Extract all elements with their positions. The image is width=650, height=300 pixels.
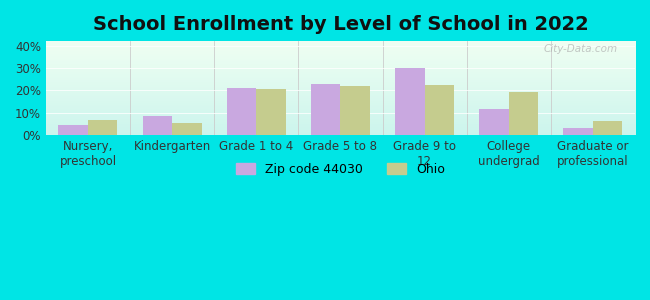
Title: School Enrollment by Level of School in 2022: School Enrollment by Level of School in … xyxy=(92,15,588,34)
Bar xyxy=(172,123,202,135)
Text: City-Data.com: City-Data.com xyxy=(543,44,618,54)
Bar xyxy=(341,86,370,135)
Bar xyxy=(88,120,118,135)
Bar xyxy=(227,88,256,135)
Bar xyxy=(509,92,538,135)
Bar xyxy=(424,85,454,135)
Bar xyxy=(142,116,172,135)
Legend: Zip code 44030, Ohio: Zip code 44030, Ohio xyxy=(231,158,450,181)
Bar xyxy=(395,68,424,135)
Bar xyxy=(479,109,509,135)
Bar xyxy=(593,122,623,135)
Bar xyxy=(58,125,88,135)
Bar xyxy=(256,89,286,135)
Bar xyxy=(564,128,593,135)
Bar xyxy=(311,83,341,135)
